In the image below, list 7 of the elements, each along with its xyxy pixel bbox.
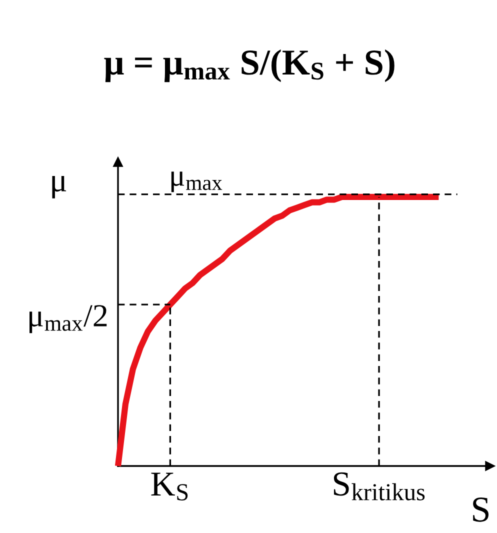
x-axis-title: S — [473, 498, 489, 522]
ref-line-label: μ$_{max}$/2 — [30, 305, 107, 334]
x-tick-label: S$_{kritikus}$ — [334, 472, 425, 500]
chart-title: μ = μ$_{max}$ S/(K$_{S}$ + S) — [104, 49, 394, 82]
text: μ$_{max}$ — [171, 172, 222, 192]
x-tick-label: K$_{S}$ — [151, 472, 188, 500]
y-axis-title: μ — [52, 176, 66, 198]
